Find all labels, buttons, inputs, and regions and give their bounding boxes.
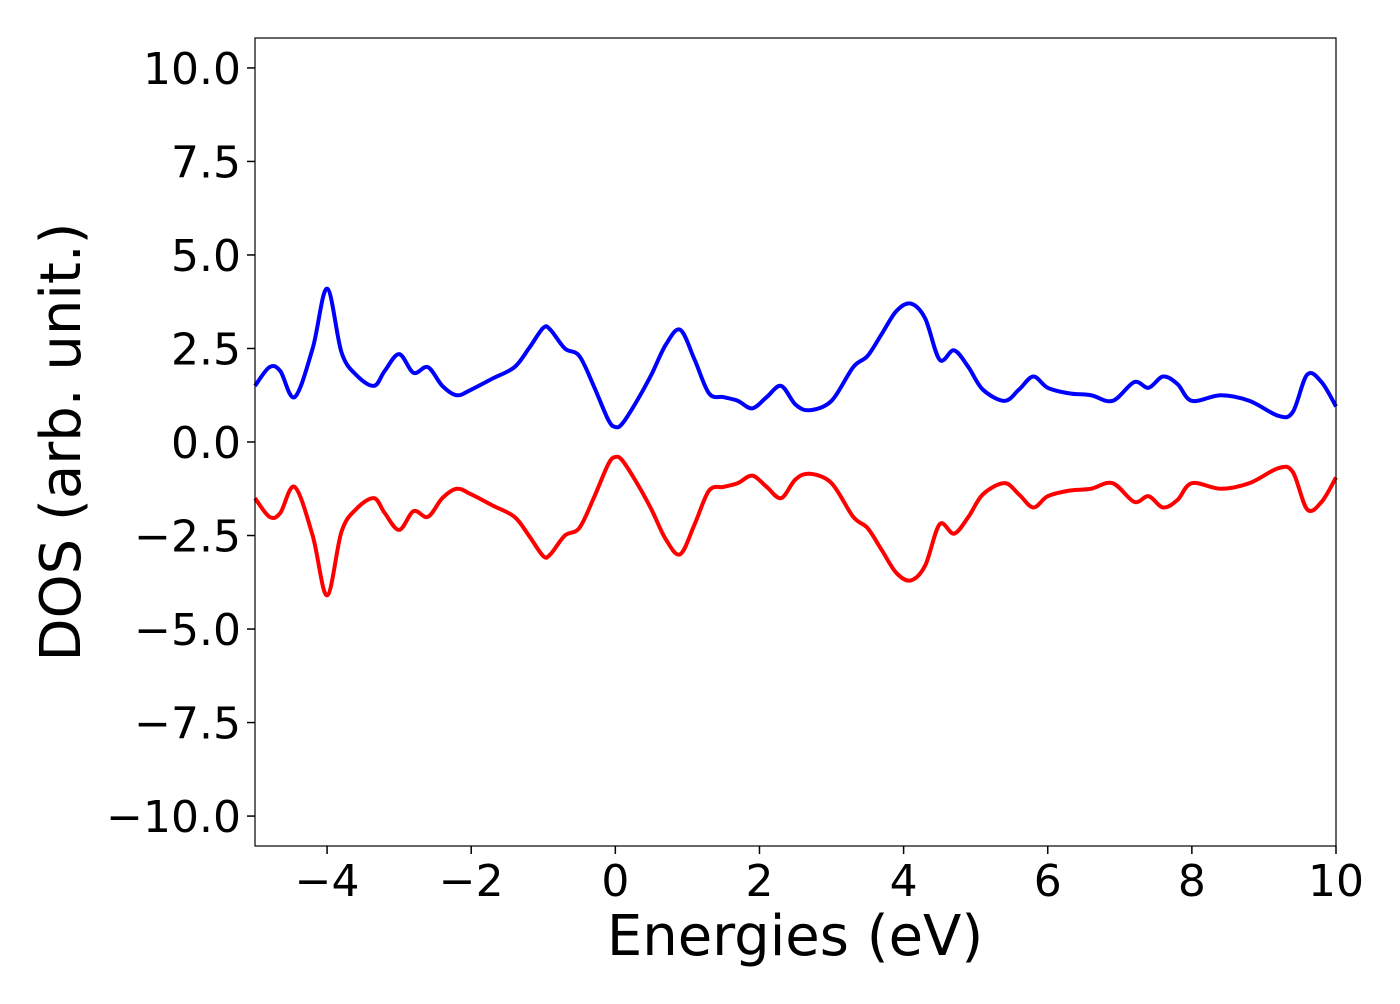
x-tick-label: 6 — [1034, 856, 1062, 907]
y-tick-label: −2.5 — [134, 512, 241, 563]
y-tick-label: 5.0 — [171, 231, 241, 282]
y-tick-label: −5.0 — [134, 605, 241, 656]
y-tick-label: 7.5 — [171, 137, 241, 188]
y-tick-label: −10.0 — [106, 792, 241, 843]
y-tick-label: 2.5 — [171, 324, 241, 375]
y-axis-label: DOS (arb. unit.) — [29, 222, 94, 661]
series-line-red — [253, 454, 1338, 598]
x-axis-ticks: −4 −2 0 2 4 6 8 10 — [295, 846, 1364, 907]
x-tick-label: 0 — [601, 856, 629, 907]
x-tick-label: 8 — [1178, 856, 1206, 907]
y-tick-label: 0.0 — [171, 418, 241, 469]
plot-frame — [254, 37, 1337, 847]
x-tick-label: 2 — [745, 856, 773, 907]
x-axis-label: Energies (eV) — [607, 904, 983, 969]
y-tick-label: −7.5 — [134, 699, 241, 750]
series-layer — [253, 286, 1338, 598]
series-line-blue — [253, 286, 1338, 430]
x-tick-label: 10 — [1308, 856, 1364, 907]
x-tick-label: 4 — [890, 856, 918, 907]
y-tick-label: 10.0 — [143, 44, 241, 95]
x-tick-label: −4 — [295, 856, 360, 907]
x-tick-label: −2 — [439, 856, 504, 907]
y-axis-ticks: 10.0 7.5 5.0 2.5 0.0 −2.5 −5.0 −7.5 −10.0 — [106, 44, 255, 843]
